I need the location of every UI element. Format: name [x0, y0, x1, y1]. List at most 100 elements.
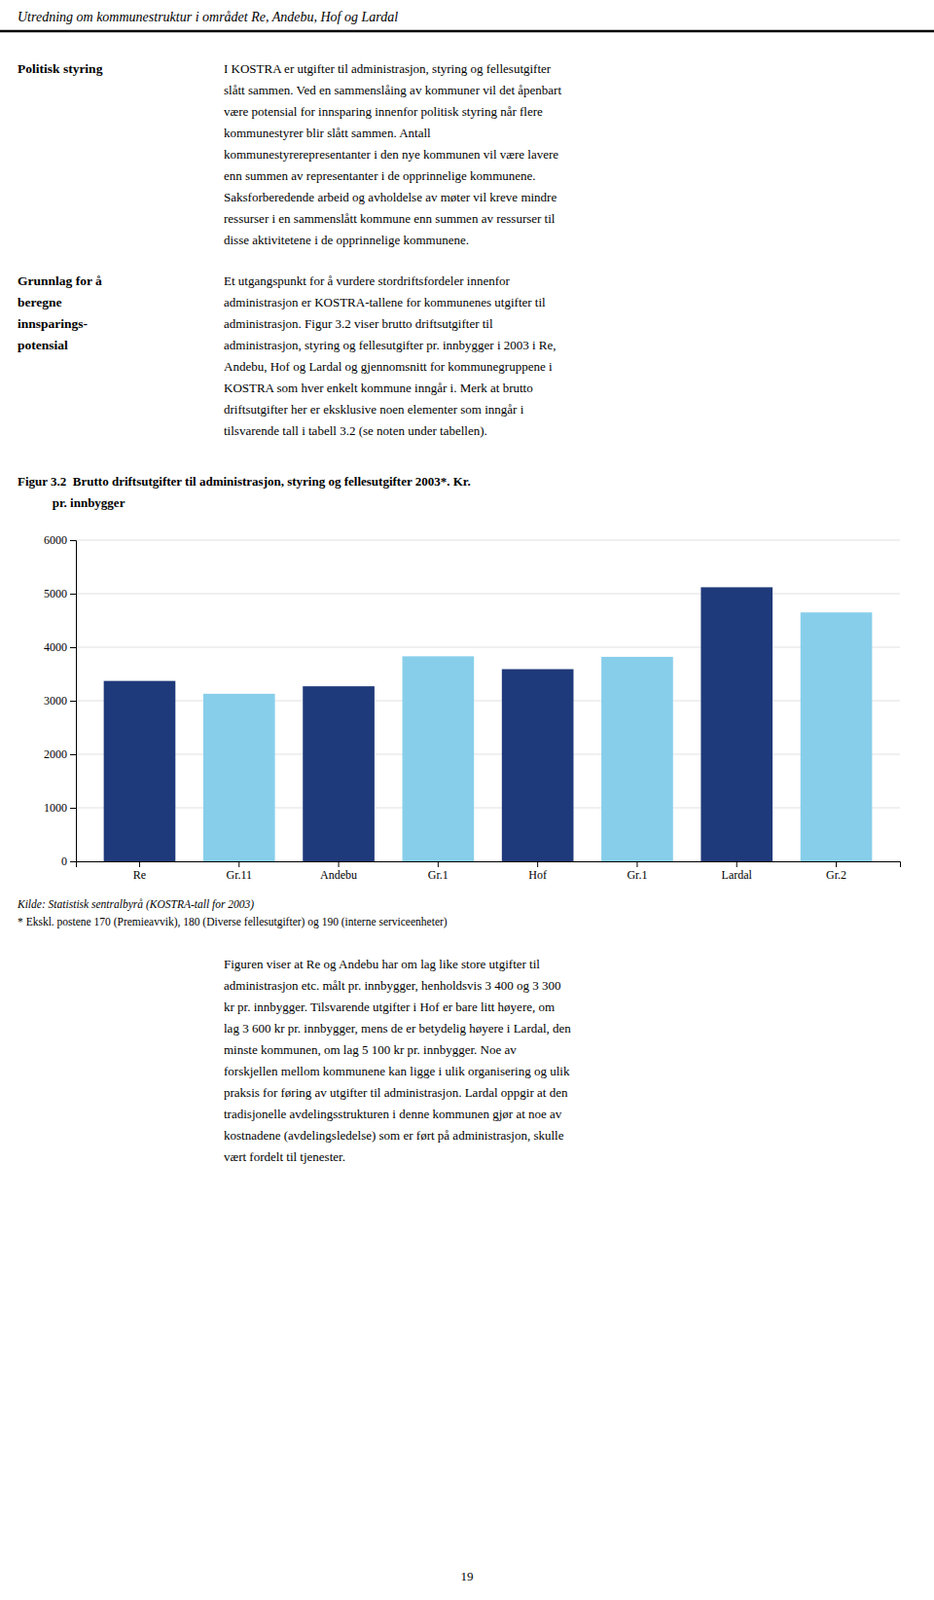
y-tick: 4000: [43, 640, 76, 654]
grid-line: [75, 807, 900, 809]
y-tick-label: 0: [61, 854, 68, 868]
body-text: driftsutgifter her er eksklusive noen el…: [223, 401, 525, 417]
x-tick: Hof: [528, 861, 547, 882]
page: Utredning om kommunestruktur i området R…: [0, 0, 934, 1600]
body-text: administrasjon. Figur 3.2 viser brutto d…: [223, 316, 494, 331]
source-note: * Ekskl. postene 170 (Premieavvik), 180 …: [17, 915, 448, 929]
section-heading: potensial: [17, 337, 69, 353]
body-text: administrasjon er KOSTRA-tallene for kom…: [223, 294, 546, 310]
y-axis: 0 1000 2000 3000 4000 5000 6000: [43, 533, 77, 868]
body-text: Figuren viser at Re og Andebu har om lag…: [223, 956, 540, 971]
body-text: kostnadene (avdelingsledelse) som er før…: [223, 1127, 565, 1143]
body-text: være potensial for innsparing innenfor p…: [223, 104, 543, 119]
bar: [203, 693, 276, 862]
body-text: lag 3 600 kr pr. innbygger, mens de er b…: [223, 1020, 572, 1036]
x-tick-mark: [437, 861, 439, 867]
body-text: I KOSTRA er utgifter til administrasjon,…: [223, 61, 552, 76]
y-tick-mark: [70, 754, 76, 755]
y-tick-label: 3000: [43, 693, 68, 708]
bar: [700, 586, 773, 862]
x-tick-mark: [338, 861, 340, 867]
chart: 0 1000 2000 3000 4000 5000 6000 Re Gr.11 Andebu Gr…: [43, 533, 901, 881]
bar: [601, 656, 674, 862]
y-tick: 5000: [43, 586, 76, 601]
bar: [800, 611, 873, 862]
x-tick-label: Hof: [528, 867, 547, 882]
page-title: Utredning om kommunestruktur i området R…: [17, 9, 398, 25]
source-note: Kilde: Statistisk sentralbyrå (KOSTRA-ta…: [16, 898, 254, 911]
y-tick-label: 1000: [43, 800, 68, 815]
x-tick-label: Gr.11: [225, 867, 252, 882]
x-axis-line: [76, 862, 901, 868]
body-text: ressurser i en sammenslått kommune enn s…: [223, 211, 556, 226]
y-tick-mark: [70, 646, 76, 648]
bars: [104, 586, 873, 862]
section-heading: Politisk styring: [17, 61, 104, 76]
grid-line: [75, 539, 900, 541]
section-heading: innsparings-: [17, 316, 88, 331]
grid-line: [75, 646, 900, 648]
x-tick-label: Gr.1: [428, 867, 449, 882]
y-tick-mark: [70, 807, 76, 809]
y-tick: 3000: [43, 693, 76, 708]
bar: [502, 669, 575, 862]
body-text: minste kommunen, om lag 5 100 kr pr. inn…: [223, 1041, 517, 1057]
x-tick-mark: [835, 861, 837, 867]
body-text: tilsvarende tall i tabell 3.2 (se noten …: [223, 423, 488, 438]
x-tick-mark: [736, 861, 738, 867]
x-tick: Re: [133, 861, 146, 882]
body-text: kr pr. innbygger. Tilsvarende utgifter i…: [223, 999, 555, 1014]
y-tick: 2000: [43, 747, 76, 761]
body-text: disse aktivitetene i de opprinnelige kom…: [223, 232, 469, 248]
chart-subtitle: pr. innbygger: [17, 495, 126, 510]
x-axis: Re Gr.11 Andebu Gr.1 Hof Gr.1 Lardal Gr.2: [76, 861, 901, 882]
bar: [104, 681, 177, 862]
grid-line: [75, 593, 900, 595]
y-tick: 1000: [43, 800, 76, 815]
body-text: vært fordelt til tjenester.: [223, 1149, 346, 1164]
body-text: enn summen av representanter i de opprin…: [223, 168, 537, 183]
x-tick: Andebu: [320, 861, 358, 882]
body-text: kommunestyrerepresentanter i den nye kom…: [223, 146, 559, 162]
body-text: praksis for føring av utgifter til admin…: [223, 1084, 569, 1100]
body-text: tradisjonelle avdelingsstrukturen i denn…: [223, 1106, 563, 1121]
x-tick-label: Andebu: [320, 867, 358, 882]
x-tick: Gr.2: [826, 861, 847, 882]
y-tick: 0: [61, 854, 76, 868]
y-tick-mark: [70, 593, 76, 595]
body-text: kommunestyrer blir slått sammen. Antall: [223, 125, 432, 141]
y-tick-label: 5000: [43, 586, 68, 601]
body-text: Saksforberedende arbeid og avholdelse av…: [223, 189, 557, 205]
body-text: KOSTRA som hver enkelt kommune inngår i.…: [223, 380, 534, 396]
grid: [75, 539, 900, 862]
x-tick-label: Gr.1: [626, 867, 647, 882]
x-tick-mark: [139, 861, 141, 867]
body-text: slått sammen. Ved en sammenslåing av kom…: [223, 82, 562, 98]
body-text: Andebu, Hof og Lardal og gjennomsnitt fo…: [223, 359, 553, 374]
body-text: administrasjon, styring og fellesutgifte…: [223, 337, 557, 353]
section-heading: beregne: [17, 294, 63, 310]
y-tick-mark: [70, 861, 76, 863]
x-tick-mark: [636, 861, 638, 867]
header-rule: [0, 30, 934, 34]
x-tick-mark: [238, 861, 240, 867]
y-tick-label: 4000: [43, 640, 68, 654]
y-axis-line: [70, 540, 77, 863]
y-tick: 6000: [43, 533, 76, 547]
x-tick-mark: [537, 861, 539, 867]
y-tick-label: 6000: [43, 533, 68, 547]
x-tick: Lardal: [721, 861, 754, 882]
grid-line: [75, 754, 900, 755]
grid-line: [75, 700, 900, 702]
body-text: Et utgangspunkt for å vurdere stordrifts…: [223, 273, 511, 288]
x-tick: Gr.1: [428, 861, 449, 882]
y-tick-mark: [70, 700, 76, 702]
x-tick-label: Gr.2: [826, 867, 847, 882]
x-tick: Gr.1: [626, 861, 647, 882]
x-tick-label: Re: [133, 867, 146, 882]
body-text: administrasjon etc. målt pr. innbygger, …: [223, 977, 561, 993]
y-tick-label: 2000: [43, 747, 68, 761]
bar: [302, 685, 375, 862]
body-text: forskjellen mellom kommunene kan ligge i…: [223, 1063, 571, 1078]
x-tick: Gr.11: [225, 861, 252, 882]
